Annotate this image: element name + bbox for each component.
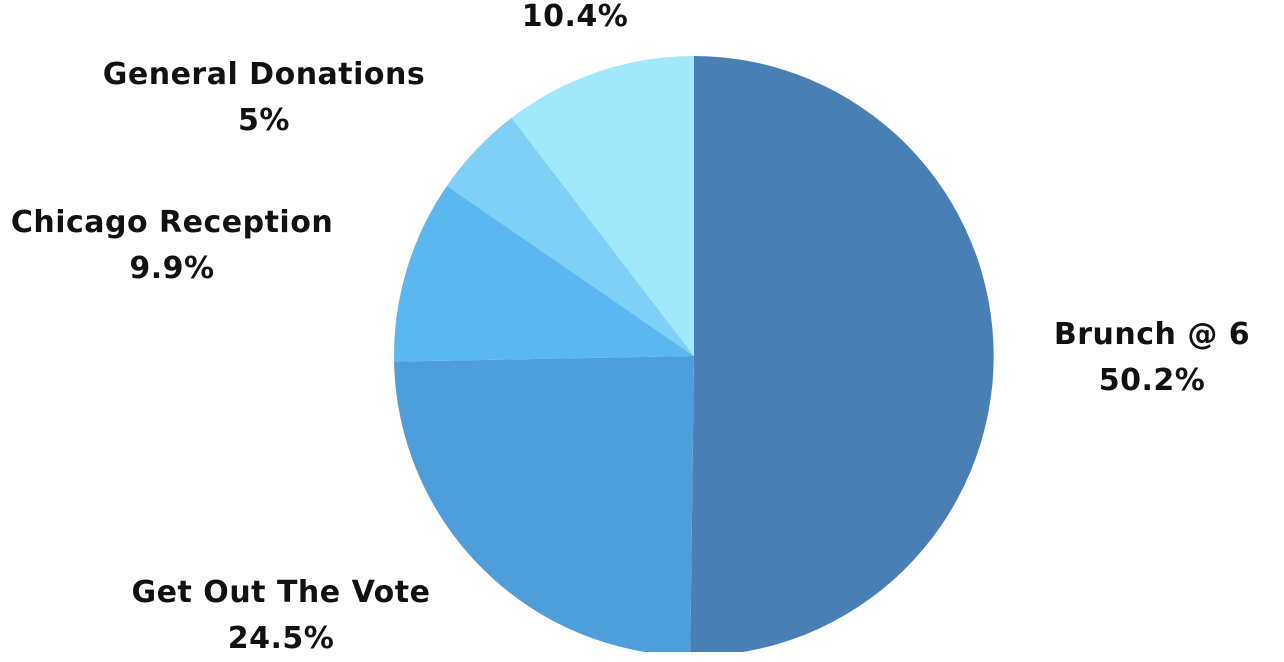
slice-name-1: Get Out The Vote (131, 575, 431, 610)
pie-slice-0 (690, 56, 994, 652)
pie-slice-3 (446, 117, 694, 356)
pie-slice-2 (393, 185, 694, 362)
slice-name-3: General Donations (102, 57, 426, 92)
slice-percent-0: 50.2% (1098, 363, 1206, 398)
slice-percent-3: 5% (238, 103, 290, 138)
slice-name-0: Brunch @ 6 (1053, 317, 1251, 352)
slice-percent-1: 24.5% (227, 621, 335, 656)
pie-slice-1 (394, 356, 694, 652)
slice-percent-4: 10.4% (521, 0, 629, 34)
pie-slice-4 (511, 56, 694, 356)
slice-name-2: Chicago Reception (10, 205, 334, 240)
slice-percent-2: 9.9% (129, 251, 215, 286)
